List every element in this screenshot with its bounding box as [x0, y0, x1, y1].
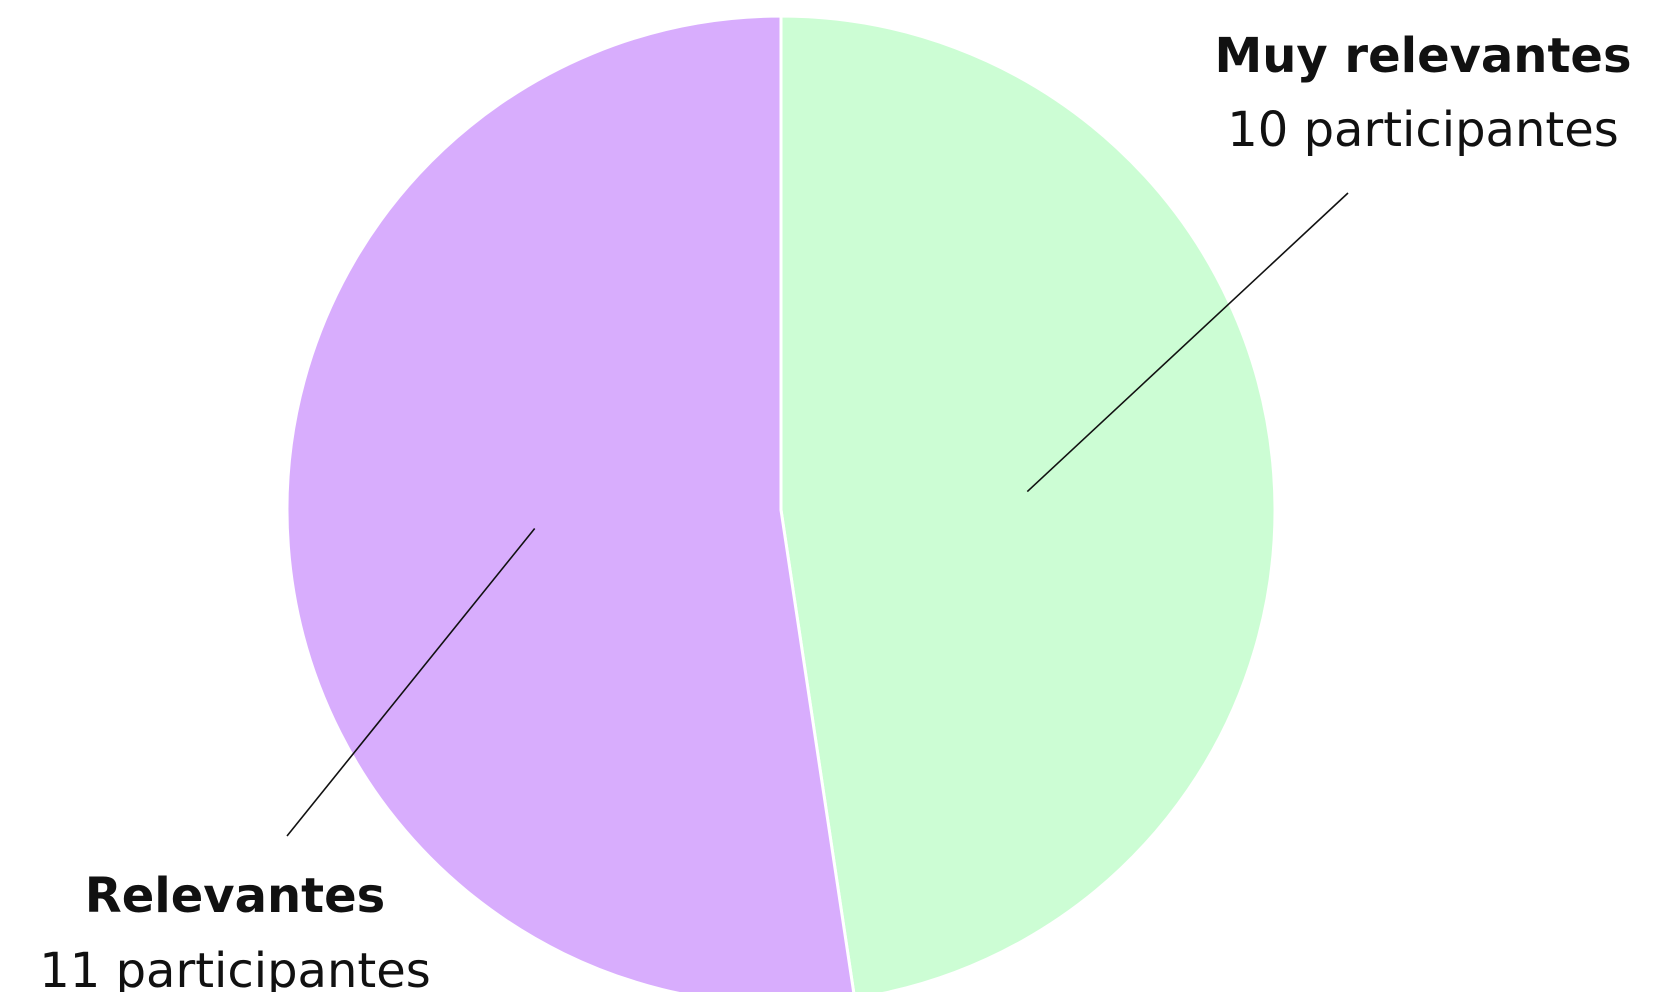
- slice-label: Muy relevantes: [1214, 28, 1631, 84]
- leader-line: [286, 527, 536, 837]
- pie-slice: [779, 14, 1277, 992]
- pie-slice: [285, 14, 856, 992]
- slice-value: 10 participantes: [1227, 102, 1619, 158]
- slice-value: 11 participantes: [39, 943, 431, 992]
- leader-line: [1026, 192, 1349, 493]
- slice-label: Relevantes: [85, 868, 385, 924]
